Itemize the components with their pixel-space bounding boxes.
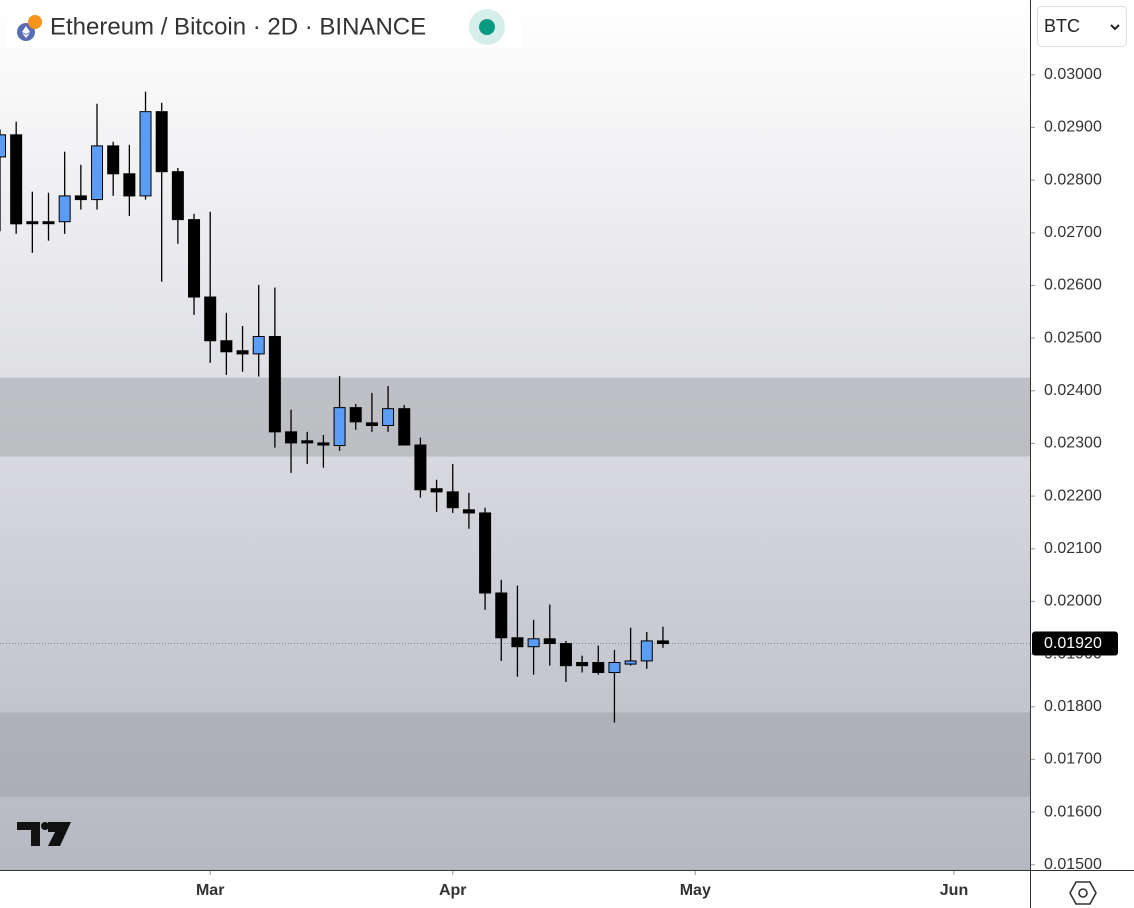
time-axis-background	[0, 871, 1030, 908]
y-tick-label: 0.02600	[1044, 277, 1102, 294]
y-tick-label: 0.02300	[1044, 435, 1102, 452]
candle-body	[559, 643, 572, 667]
y-tick-label: 0.02800	[1044, 171, 1102, 188]
candle-body	[527, 638, 540, 648]
candle-body	[139, 111, 152, 197]
candle-body	[398, 408, 411, 446]
btc-icon	[28, 15, 42, 29]
currency-label: BTC	[1044, 16, 1080, 36]
y-tick-label: 0.02200	[1044, 487, 1102, 504]
zone	[0, 377, 1030, 457]
candle-body	[365, 422, 378, 427]
y-tick-label: 0.02400	[1044, 382, 1102, 399]
candle-body	[268, 336, 281, 433]
x-tick-label: Jun	[940, 882, 968, 899]
y-tick-label: 0.02500	[1044, 329, 1102, 346]
x-tick-label: Mar	[196, 882, 224, 899]
y-tick-label: 0.03000	[1044, 66, 1102, 83]
tv-logo	[17, 822, 71, 846]
candle-body	[624, 660, 637, 665]
candle-body	[252, 336, 265, 355]
y-tick-label: 0.01500	[1044, 856, 1102, 873]
candle-body	[511, 637, 524, 648]
candle-body	[107, 145, 120, 175]
candle-body	[123, 173, 136, 197]
y-tick-label: 0.02900	[1044, 119, 1102, 136]
candle-body	[576, 662, 589, 667]
candle-body	[608, 662, 621, 674]
candle-body	[543, 638, 556, 645]
candle-body	[26, 221, 39, 225]
y-tick-label: 0.01600	[1044, 803, 1102, 820]
candle-body	[0, 134, 6, 158]
candle-body	[349, 407, 362, 423]
candle-body	[656, 640, 669, 645]
candle-body	[301, 440, 314, 444]
candle-body	[317, 442, 330, 446]
candle-body	[285, 431, 298, 444]
y-tick-label: 0.01700	[1044, 751, 1102, 768]
plot-background	[0, 0, 1030, 870]
status-dot	[479, 19, 495, 35]
eth-glyph	[22, 26, 30, 38]
candle-body	[446, 491, 459, 509]
candle-body	[236, 350, 249, 355]
zone	[0, 712, 1030, 797]
candle-body	[10, 134, 23, 225]
y-tick-label: 0.01800	[1044, 698, 1102, 715]
candle-body	[204, 296, 217, 342]
chart-title: Ethereum / Bitcoin · 2D · BINANCE	[50, 13, 426, 40]
candle-body	[640, 640, 653, 662]
candle-body	[430, 488, 443, 493]
y-tick-label: 0.02700	[1044, 224, 1102, 241]
header-background	[6, 6, 522, 48]
currency-select[interactable]	[1037, 6, 1127, 47]
candle-body	[495, 592, 508, 639]
candle-body	[155, 111, 168, 173]
candle-body	[220, 340, 233, 353]
last-price-badge	[1032, 631, 1118, 656]
x-tick-label: May	[680, 882, 711, 899]
settings-icon-center	[1078, 888, 1088, 898]
candle-body	[592, 662, 605, 674]
settings-button[interactable]	[1069, 881, 1097, 905]
x-tick-label: Apr	[439, 882, 467, 899]
y-tick-label: 0.02100	[1044, 540, 1102, 557]
candle-body	[479, 512, 492, 594]
candle-body	[333, 407, 346, 447]
last-price-label: 0.01920	[1044, 635, 1102, 652]
candle-body	[74, 195, 87, 201]
candle-body	[91, 145, 104, 201]
candle-body	[188, 219, 201, 298]
dropdown-arrow	[1110, 24, 1120, 31]
candle-body	[462, 509, 475, 514]
price-axis-background	[1031, 0, 1134, 908]
candle-body	[382, 408, 395, 427]
candle-body	[58, 195, 71, 223]
candle-body	[414, 444, 427, 491]
candle-body	[42, 221, 55, 225]
y-tick-label: 0.02000	[1044, 593, 1102, 610]
candle-body	[171, 171, 184, 221]
tv-logo-dot	[41, 822, 49, 830]
